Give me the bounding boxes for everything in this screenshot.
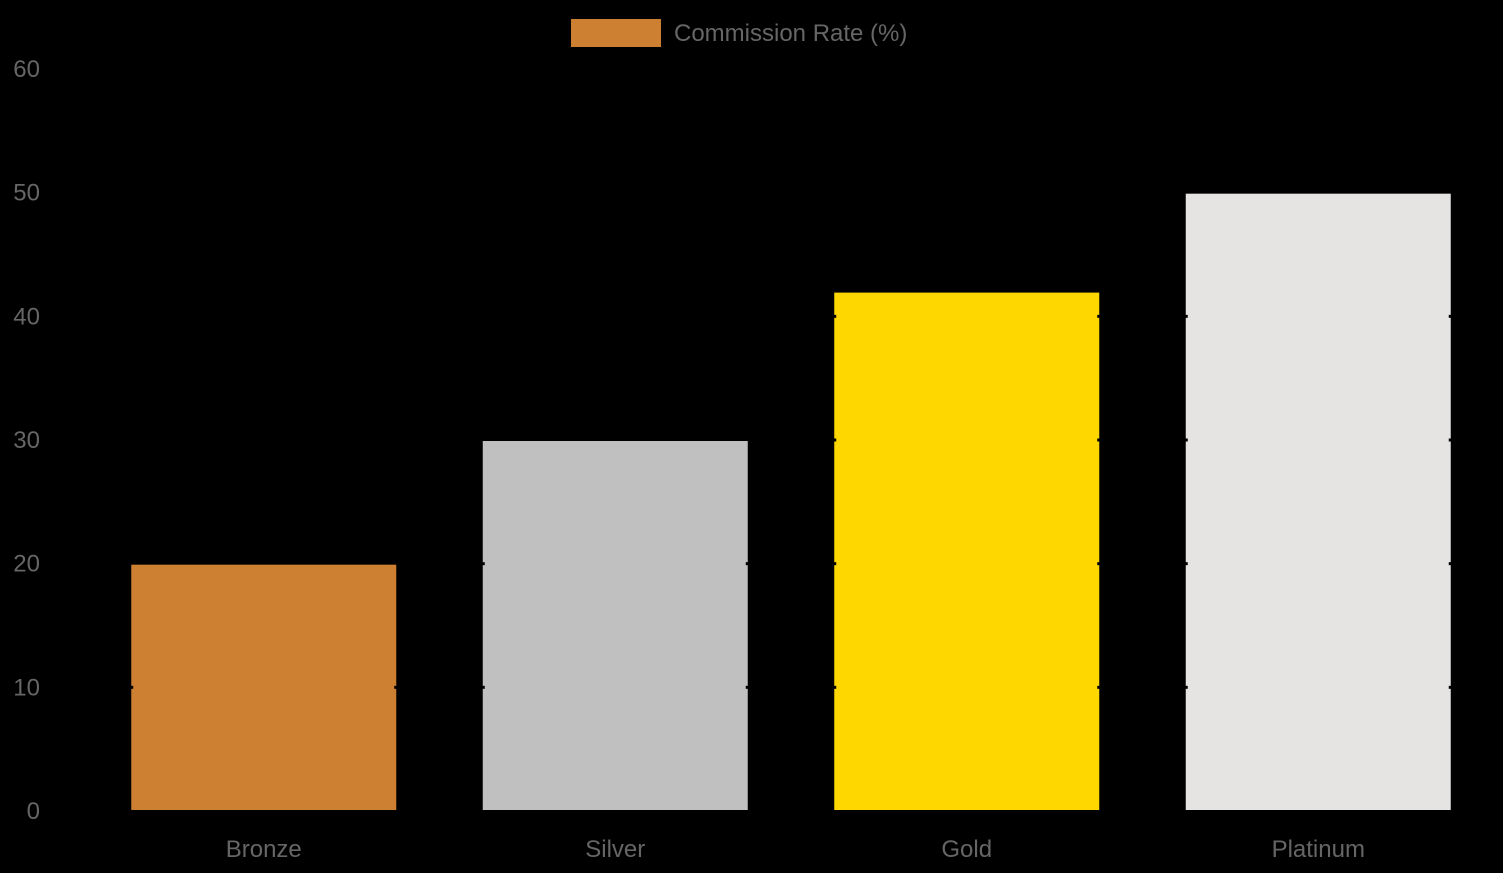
x-tick-label: Gold: [941, 836, 992, 863]
y-tick-label: 10: [13, 674, 40, 701]
bars: [127, 191, 1455, 813]
x-tick-label: Silver: [585, 836, 645, 863]
x-tick-label: Platinum: [1272, 836, 1365, 863]
bar-gold[interactable]: [832, 290, 1102, 813]
legend[interactable]: Commission Rate (%): [569, 17, 907, 49]
bar-silver[interactable]: [480, 439, 750, 812]
y-tick-label: 60: [13, 56, 40, 83]
y-tick-label: 20: [13, 551, 40, 578]
bar-platinum[interactable]: [1183, 191, 1453, 812]
y-tick-label: 50: [13, 180, 40, 207]
y-tick-label: 30: [13, 427, 40, 454]
y-axis: 0 10 20 30 40 50 60: [13, 56, 56, 825]
x-tick-label: Bronze: [226, 836, 302, 863]
legend-swatch: [569, 17, 663, 49]
bar-bronze[interactable]: [129, 562, 399, 813]
y-tick-label: 40: [13, 303, 40, 330]
legend-label: Commission Rate (%): [674, 20, 907, 47]
x-axis: Bronze Silver Gold Platinum: [226, 836, 1365, 863]
y-tick-label: 0: [27, 798, 40, 825]
